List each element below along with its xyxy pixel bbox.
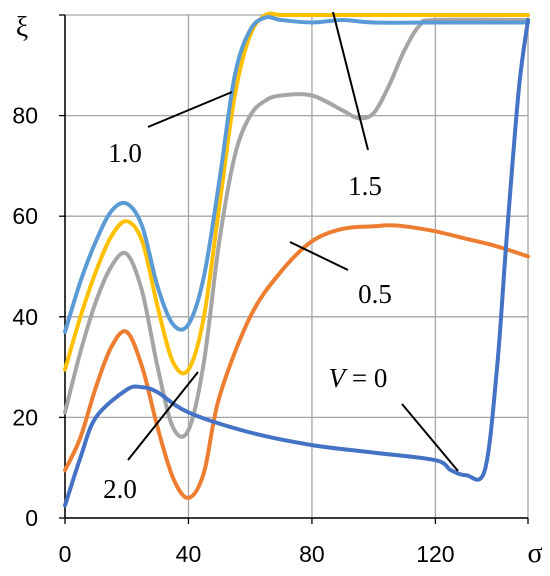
annotation-label-2-0: 2.0: [103, 474, 137, 504]
annotation-leaders: [127, 11, 459, 472]
y-tick-label: 20: [12, 404, 38, 430]
axes: [59, 14, 529, 524]
series-group: [63, 11, 530, 508]
series-line-0-5: [63, 223, 530, 500]
leader-line-v-0: [401, 403, 459, 472]
series-line-1-0: [63, 15, 530, 334]
x-axis-label: σ: [527, 538, 542, 569]
y-tick-label: 80: [12, 103, 38, 129]
leader-line-2-0: [127, 371, 199, 461]
x-tick-label: 120: [416, 541, 454, 567]
annotation-label-v-0: V = 0: [329, 363, 388, 393]
y-tick-label: 0: [25, 505, 38, 531]
annotation-labels: 1.0 1.5 0.5 2.0 V = 0: [103, 138, 392, 504]
series-line-1-5: [63, 11, 530, 376]
x-tick-label: 40: [176, 541, 202, 567]
annotation-label-0-5: 0.5: [358, 279, 392, 309]
y-tick-label: 40: [12, 304, 38, 330]
annotation-label-1-0: 1.0: [108, 138, 142, 168]
leader-line-1-0: [147, 91, 233, 128]
x-tick-label: 80: [299, 541, 325, 567]
leader-line-0-5: [289, 241, 349, 271]
annotation-label-1-5: 1.5: [348, 171, 382, 201]
series-line-2-0: [63, 17, 530, 439]
y-axis-label: ξ: [16, 12, 28, 43]
series-line-v-0: [63, 18, 530, 508]
x-tick-label: 0: [59, 541, 72, 567]
tick-labels: 0 40 80 120 0 20 40 60 80: [12, 103, 454, 567]
y-tick-label: 60: [12, 203, 38, 229]
leader-line-1-5: [332, 11, 369, 151]
